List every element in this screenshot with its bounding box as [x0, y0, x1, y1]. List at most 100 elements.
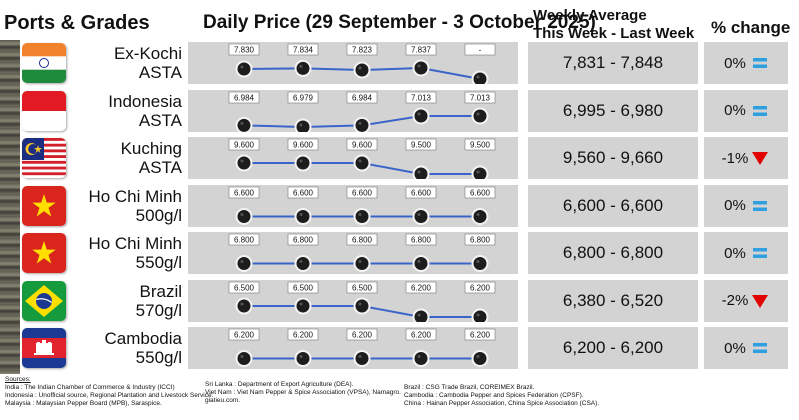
source-line: Malaysia : Malaysian Pepper Board (MPB),… — [5, 400, 162, 407]
price-label-box — [287, 91, 319, 103]
price-label-box — [228, 138, 260, 151]
price-label-box — [346, 186, 378, 198]
price-label: 6.984 — [234, 93, 255, 102]
port-grade-label: Brazil 570g/l — [70, 282, 182, 320]
daily-price-svg: 6.984 6.979 6.984 7.013 7.013 — [228, 91, 496, 132]
price-label-box — [464, 138, 496, 151]
price-label-box — [405, 138, 437, 151]
change-cell: 0% — [704, 89, 788, 132]
price-label: 6.200 — [234, 331, 255, 340]
pepper-marker — [412, 107, 430, 124]
price-label-box — [228, 281, 260, 293]
header-ports-grades: Ports & Grades — [4, 12, 150, 34]
change-value: 0% — [724, 102, 746, 119]
price-label-box — [287, 43, 319, 56]
vietnam-flag-icon — [22, 185, 66, 226]
indonesia-flag-icon — [22, 90, 66, 131]
pepper-marker-highlight — [240, 260, 244, 263]
pepper-marker — [294, 297, 312, 314]
price-label: 7.837 — [411, 46, 432, 55]
price-label-box — [228, 91, 260, 103]
grade-name: ASTA — [138, 158, 182, 177]
pepper-marker — [353, 350, 371, 367]
price-label-box — [287, 281, 319, 293]
cambodia-flag-icon — [22, 328, 66, 368]
price-label: 6.600 — [352, 188, 373, 197]
daily-price-svg: 9.600 9.600 9.600 9.500 9.500 — [228, 138, 496, 179]
pepper-marker — [353, 154, 371, 172]
port-grade-label: Ho Chi Minh 550g/l — [70, 234, 182, 272]
price-label: 6.200 — [411, 331, 432, 340]
port-grade-label: Cambodia 550g/l — [70, 329, 183, 367]
port-name: Brazil — [139, 281, 182, 301]
change-cell: 0% — [704, 327, 788, 369]
daily-price-svg: 6.200 6.200 6.200 6.200 6.200 — [228, 328, 496, 367]
pepper-marker — [353, 116, 371, 132]
change-value: 0% — [724, 244, 746, 262]
price-label-box — [464, 43, 496, 56]
pepper-marker-highlight — [299, 159, 303, 163]
source-line: Viet Nam : Viet Nam Pepper & Spice Assoc… — [205, 389, 401, 396]
price-label: 6.200 — [293, 331, 314, 340]
change-value: -2% — [721, 292, 749, 309]
price-row: Ho Chi Minh 550g/l 6.800 6.800 6.800 6.800 6.8… — [0, 231, 799, 275]
weekly-average: 6,200 - 6,200 — [528, 327, 698, 369]
pepper-marker-highlight — [417, 355, 421, 358]
price-label-box — [346, 138, 378, 151]
price-label-box — [464, 91, 496, 103]
price-label-box — [405, 91, 437, 103]
pepper-marker-highlight — [358, 66, 362, 70]
pepper-marker-highlight — [299, 123, 303, 126]
change-value: 0% — [724, 339, 746, 357]
price-label-box — [405, 186, 437, 198]
port-name: Ho Chi Minh — [88, 186, 182, 206]
equal-icon — [750, 101, 770, 121]
pepper-marker-highlight — [417, 112, 421, 115]
price-label: 6.600 — [234, 188, 255, 197]
pepper-marker — [471, 350, 489, 367]
change-cell: 0% — [704, 184, 788, 227]
pepper-marker-highlight — [299, 260, 303, 263]
pepper-marker — [353, 297, 371, 314]
pepper-marker — [412, 308, 430, 322]
pepper-marker-highlight — [476, 212, 480, 216]
grade-name: 570g/l — [135, 300, 182, 320]
daily-price-chart: 6.200 6.200 6.200 6.200 6.200 — [188, 327, 518, 369]
pepper-marker — [235, 350, 253, 367]
pepper-marker — [471, 107, 489, 124]
price-label: 6.200 — [470, 331, 491, 340]
pepper-marker — [471, 255, 489, 272]
source-line: Sri Lanka : Department of Export Agricul… — [205, 381, 354, 388]
pepper-marker-highlight — [240, 121, 244, 125]
weekly-average: 6,600 - 6,600 — [528, 184, 698, 227]
pepper-marker-highlight — [417, 260, 421, 263]
price-label: 6.984 — [352, 93, 373, 102]
equal-icon — [750, 338, 770, 358]
price-label: 9.500 — [411, 141, 432, 150]
price-label: 7.823 — [352, 46, 373, 55]
price-label-box — [405, 43, 437, 56]
malaysia-flag-icon — [22, 138, 66, 178]
price-label-box — [287, 186, 319, 198]
pepper-marker — [294, 207, 312, 225]
pepper-marker — [235, 154, 253, 172]
daily-price-chart: 6.600 6.600 6.600 6.600 6.600 — [188, 184, 518, 227]
change-cell: 0% — [704, 42, 788, 84]
pepper-marker — [412, 59, 430, 77]
port-grade-label: Ho Chi Minh 500g/l — [70, 187, 182, 225]
change-value: -1% — [721, 149, 749, 167]
pepper-marker-highlight — [476, 170, 480, 174]
vietnam-flag-icon — [22, 233, 66, 273]
pepper-marker — [235, 297, 253, 314]
price-label: 7.013 — [470, 93, 491, 102]
price-label-box — [287, 328, 319, 341]
pepper-marker — [294, 350, 312, 367]
price-label-box — [228, 186, 260, 198]
price-label-box — [346, 43, 378, 56]
weekly-average: 6,380 - 6,520 — [528, 279, 698, 322]
grade-name: 500g/l — [135, 205, 182, 225]
price-label: 7.013 — [411, 93, 432, 102]
pepper-marker-highlight — [358, 159, 362, 163]
port-name: Ex-Kochi — [113, 44, 182, 63]
price-label: 6.800 — [352, 236, 373, 245]
